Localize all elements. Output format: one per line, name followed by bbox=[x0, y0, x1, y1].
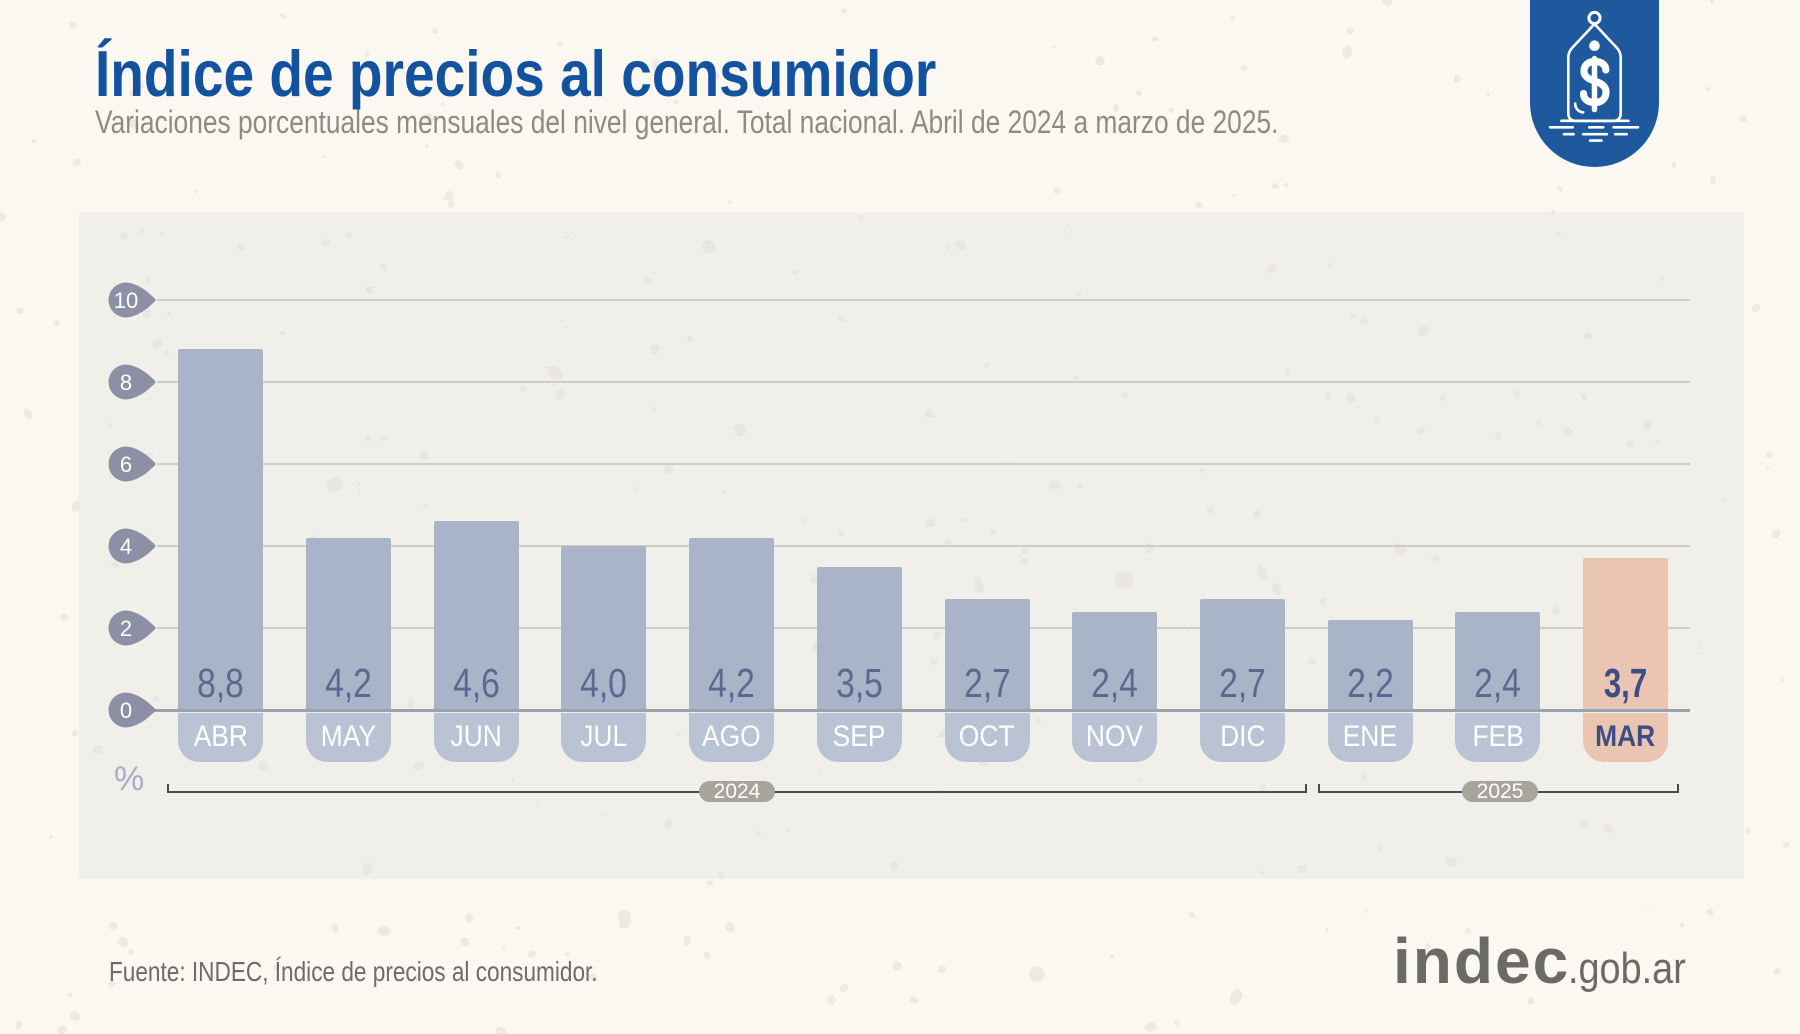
svg-text:2: 2 bbox=[120, 616, 132, 641]
svg-text:6: 6 bbox=[120, 452, 132, 477]
svg-text:4: 4 bbox=[120, 534, 132, 559]
svg-text:0: 0 bbox=[120, 698, 132, 723]
svg-text:10: 10 bbox=[114, 288, 138, 313]
svg-text:8: 8 bbox=[120, 370, 132, 395]
